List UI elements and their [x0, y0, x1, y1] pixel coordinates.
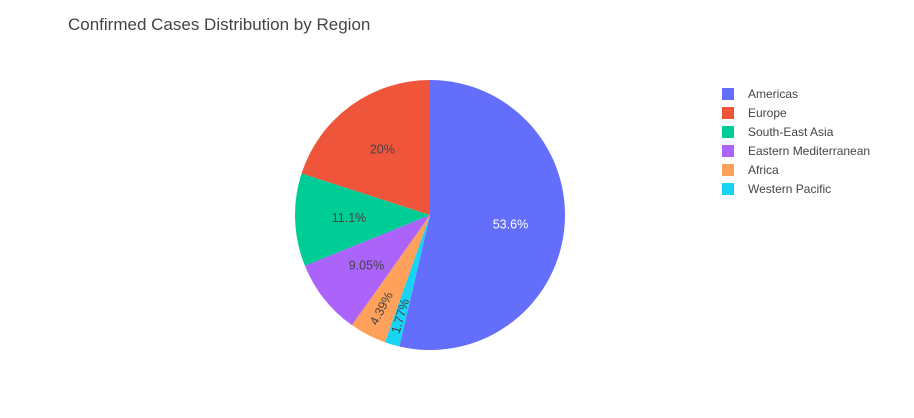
pie-label-eastern-mediterranean: 9.05%: [349, 258, 384, 272]
pie-slice-eastern-mediterranean: [304, 215, 430, 326]
pie-label-europe: 20%: [370, 142, 395, 156]
legend-swatch-eastern-mediterranean: [722, 145, 734, 157]
pie-slices: [294, 80, 566, 350]
pie-slice-western-pacific: [384, 215, 430, 347]
legend-label-americas: Americas: [748, 87, 798, 101]
legend-label-south-east-asia: South-East Asia: [748, 125, 834, 139]
legend-swatch-western-pacific: [722, 183, 734, 195]
pie-slice-europe: [301, 80, 430, 215]
chart-title: Confirmed Cases Distribution by Region: [68, 15, 370, 34]
legend-item-eastern-mediterranean[interactable]: Eastern Mediterranean: [722, 144, 870, 158]
legend-item-western-pacific[interactable]: Western Pacific: [722, 182, 831, 196]
legend-swatch-africa: [722, 164, 734, 176]
pie-slice-americas: [399, 80, 566, 350]
legend-item-africa[interactable]: Africa: [722, 163, 779, 177]
legend-swatch-europe: [722, 107, 734, 119]
legend-label-africa: Africa: [748, 163, 779, 177]
legend-swatch-americas: [722, 88, 734, 100]
legend-item-americas[interactable]: Americas: [722, 87, 798, 101]
legend-label-eastern-mediterranean: Eastern Mediterranean: [748, 144, 870, 158]
pie-slice-south-east-asia: [294, 173, 430, 266]
pie-label-south-east-asia: 11.1%: [332, 211, 367, 225]
pie-slice-africa: [351, 215, 430, 343]
pie-label-americas: 53.6%: [493, 217, 528, 231]
legend-item-europe[interactable]: Europe: [722, 106, 787, 120]
legend-swatch-south-east-asia: [722, 126, 734, 138]
legend: Americas Europe South-East Asia Eastern Med…: [722, 87, 870, 196]
legend-label-western-pacific: Western Pacific: [748, 182, 831, 196]
legend-item-south-east-asia[interactable]: South-East Asia: [722, 125, 834, 139]
legend-label-europe: Europe: [748, 106, 787, 120]
